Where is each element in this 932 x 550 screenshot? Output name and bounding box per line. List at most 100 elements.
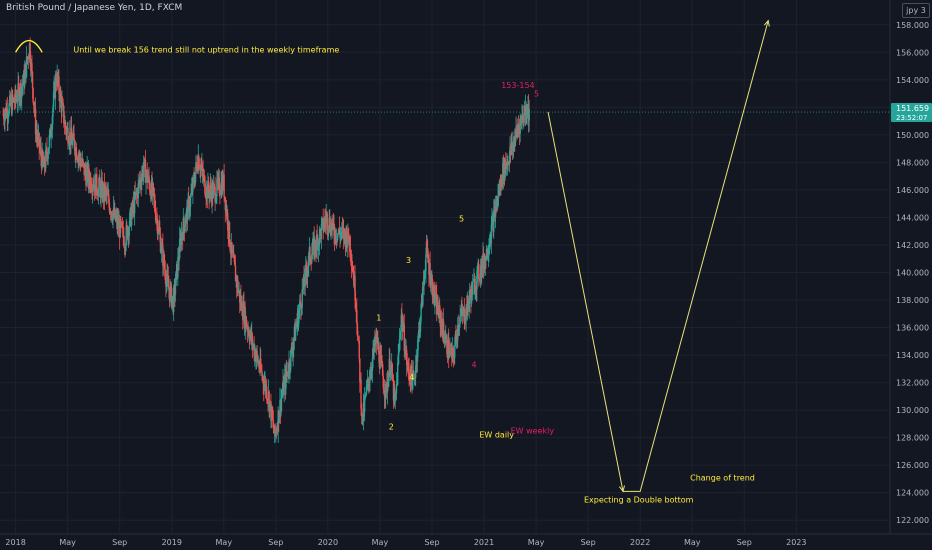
candle-body xyxy=(360,408,363,416)
candle-body xyxy=(294,328,297,341)
candle-body xyxy=(100,184,102,198)
candle-body xyxy=(320,224,323,240)
candle-body xyxy=(433,285,436,303)
candle-body xyxy=(190,192,192,197)
candle-body xyxy=(399,335,401,339)
candle-body xyxy=(153,187,155,197)
candle-body xyxy=(80,163,82,167)
candle-body xyxy=(28,57,30,60)
candle-body xyxy=(461,308,463,312)
x-tick-label: May xyxy=(528,538,545,547)
candle-body xyxy=(169,286,171,301)
symbol-badge[interactable]: jpy 3 xyxy=(902,3,930,18)
annotation-label: Until we break 156 trend still not uptre… xyxy=(73,45,339,54)
candle-body xyxy=(19,96,21,102)
candle-body xyxy=(215,196,218,201)
candle-body xyxy=(304,268,306,287)
candle-body xyxy=(393,388,396,401)
candle-body xyxy=(38,133,40,149)
candle-body xyxy=(158,226,160,231)
y-tick-label: 132.000 xyxy=(896,379,929,388)
candle-body xyxy=(290,349,292,369)
chart-title: British Pound / Japanese Yen, 1D, FXCM xyxy=(6,3,183,13)
candle-body xyxy=(40,147,42,157)
candle-body xyxy=(167,278,169,288)
candle-body xyxy=(390,365,392,371)
candle-body xyxy=(337,232,339,234)
candle-body xyxy=(218,177,221,194)
candle-body xyxy=(177,257,179,278)
candle-body xyxy=(159,234,162,252)
x-tick-label: 2020 xyxy=(318,538,338,547)
candle-body xyxy=(365,386,368,395)
candle-body xyxy=(377,337,379,350)
candle-body xyxy=(194,173,196,185)
x-tick-label: Sep xyxy=(112,538,127,547)
bar-countdown: 23:52:07 xyxy=(896,114,927,122)
candle-body xyxy=(487,255,490,256)
candle-body xyxy=(147,179,149,183)
y-tick-label: 150.000 xyxy=(896,131,929,140)
candle-body xyxy=(50,133,52,138)
candle-body xyxy=(144,159,147,183)
candle-body xyxy=(528,109,530,121)
candle-body xyxy=(318,229,321,245)
candle-body xyxy=(278,414,281,423)
candle-body xyxy=(408,369,410,378)
candle-body xyxy=(401,315,403,316)
candle-body xyxy=(420,304,422,321)
candle-body xyxy=(216,178,218,197)
candle-body xyxy=(157,232,159,234)
candle-body xyxy=(476,271,478,290)
candle-body xyxy=(369,378,371,381)
x-tick-label: 2022 xyxy=(630,538,650,547)
candle-body xyxy=(476,265,479,272)
candle-body xyxy=(252,345,254,346)
candle-body xyxy=(374,339,377,346)
candle-body xyxy=(37,134,39,140)
candle-body xyxy=(52,107,54,117)
candle-body xyxy=(487,255,489,258)
candle-body xyxy=(49,128,52,138)
candle-body xyxy=(460,313,462,317)
candle-body xyxy=(438,304,440,318)
annotation-label: EW weekly xyxy=(511,427,555,436)
candle-body xyxy=(303,286,306,288)
candle-body xyxy=(478,279,481,280)
candle-body xyxy=(499,182,501,195)
candle-body xyxy=(366,383,368,387)
candle-body xyxy=(365,394,367,396)
candle-body xyxy=(322,217,324,231)
candle-body xyxy=(36,131,38,136)
candle-body xyxy=(398,338,401,350)
candle-body xyxy=(443,331,445,342)
candle-body xyxy=(91,187,94,192)
candle-body xyxy=(452,348,454,352)
candle-body xyxy=(6,108,9,120)
candle-body xyxy=(515,127,518,129)
y-tick-label: 126.000 xyxy=(896,461,929,470)
candle-body xyxy=(256,350,258,357)
candle-body xyxy=(168,287,170,290)
candle-body xyxy=(42,150,44,161)
candle-body xyxy=(272,419,275,429)
candle-body xyxy=(455,335,458,341)
candle-body xyxy=(224,197,227,211)
candle-body xyxy=(215,200,217,202)
candle-body xyxy=(258,362,260,369)
candle-body xyxy=(500,176,503,186)
candle-body xyxy=(324,219,326,221)
candle-body xyxy=(66,128,68,134)
candle-body xyxy=(160,244,163,251)
candle-body xyxy=(445,336,447,343)
candle-body xyxy=(148,182,151,191)
candle-body xyxy=(332,218,335,226)
y-tick-label: 148.000 xyxy=(896,158,929,167)
candle-body xyxy=(152,183,154,188)
candle-body xyxy=(523,113,525,123)
candle-body xyxy=(200,166,202,172)
candle-body xyxy=(367,378,369,383)
candle-body xyxy=(21,85,24,88)
